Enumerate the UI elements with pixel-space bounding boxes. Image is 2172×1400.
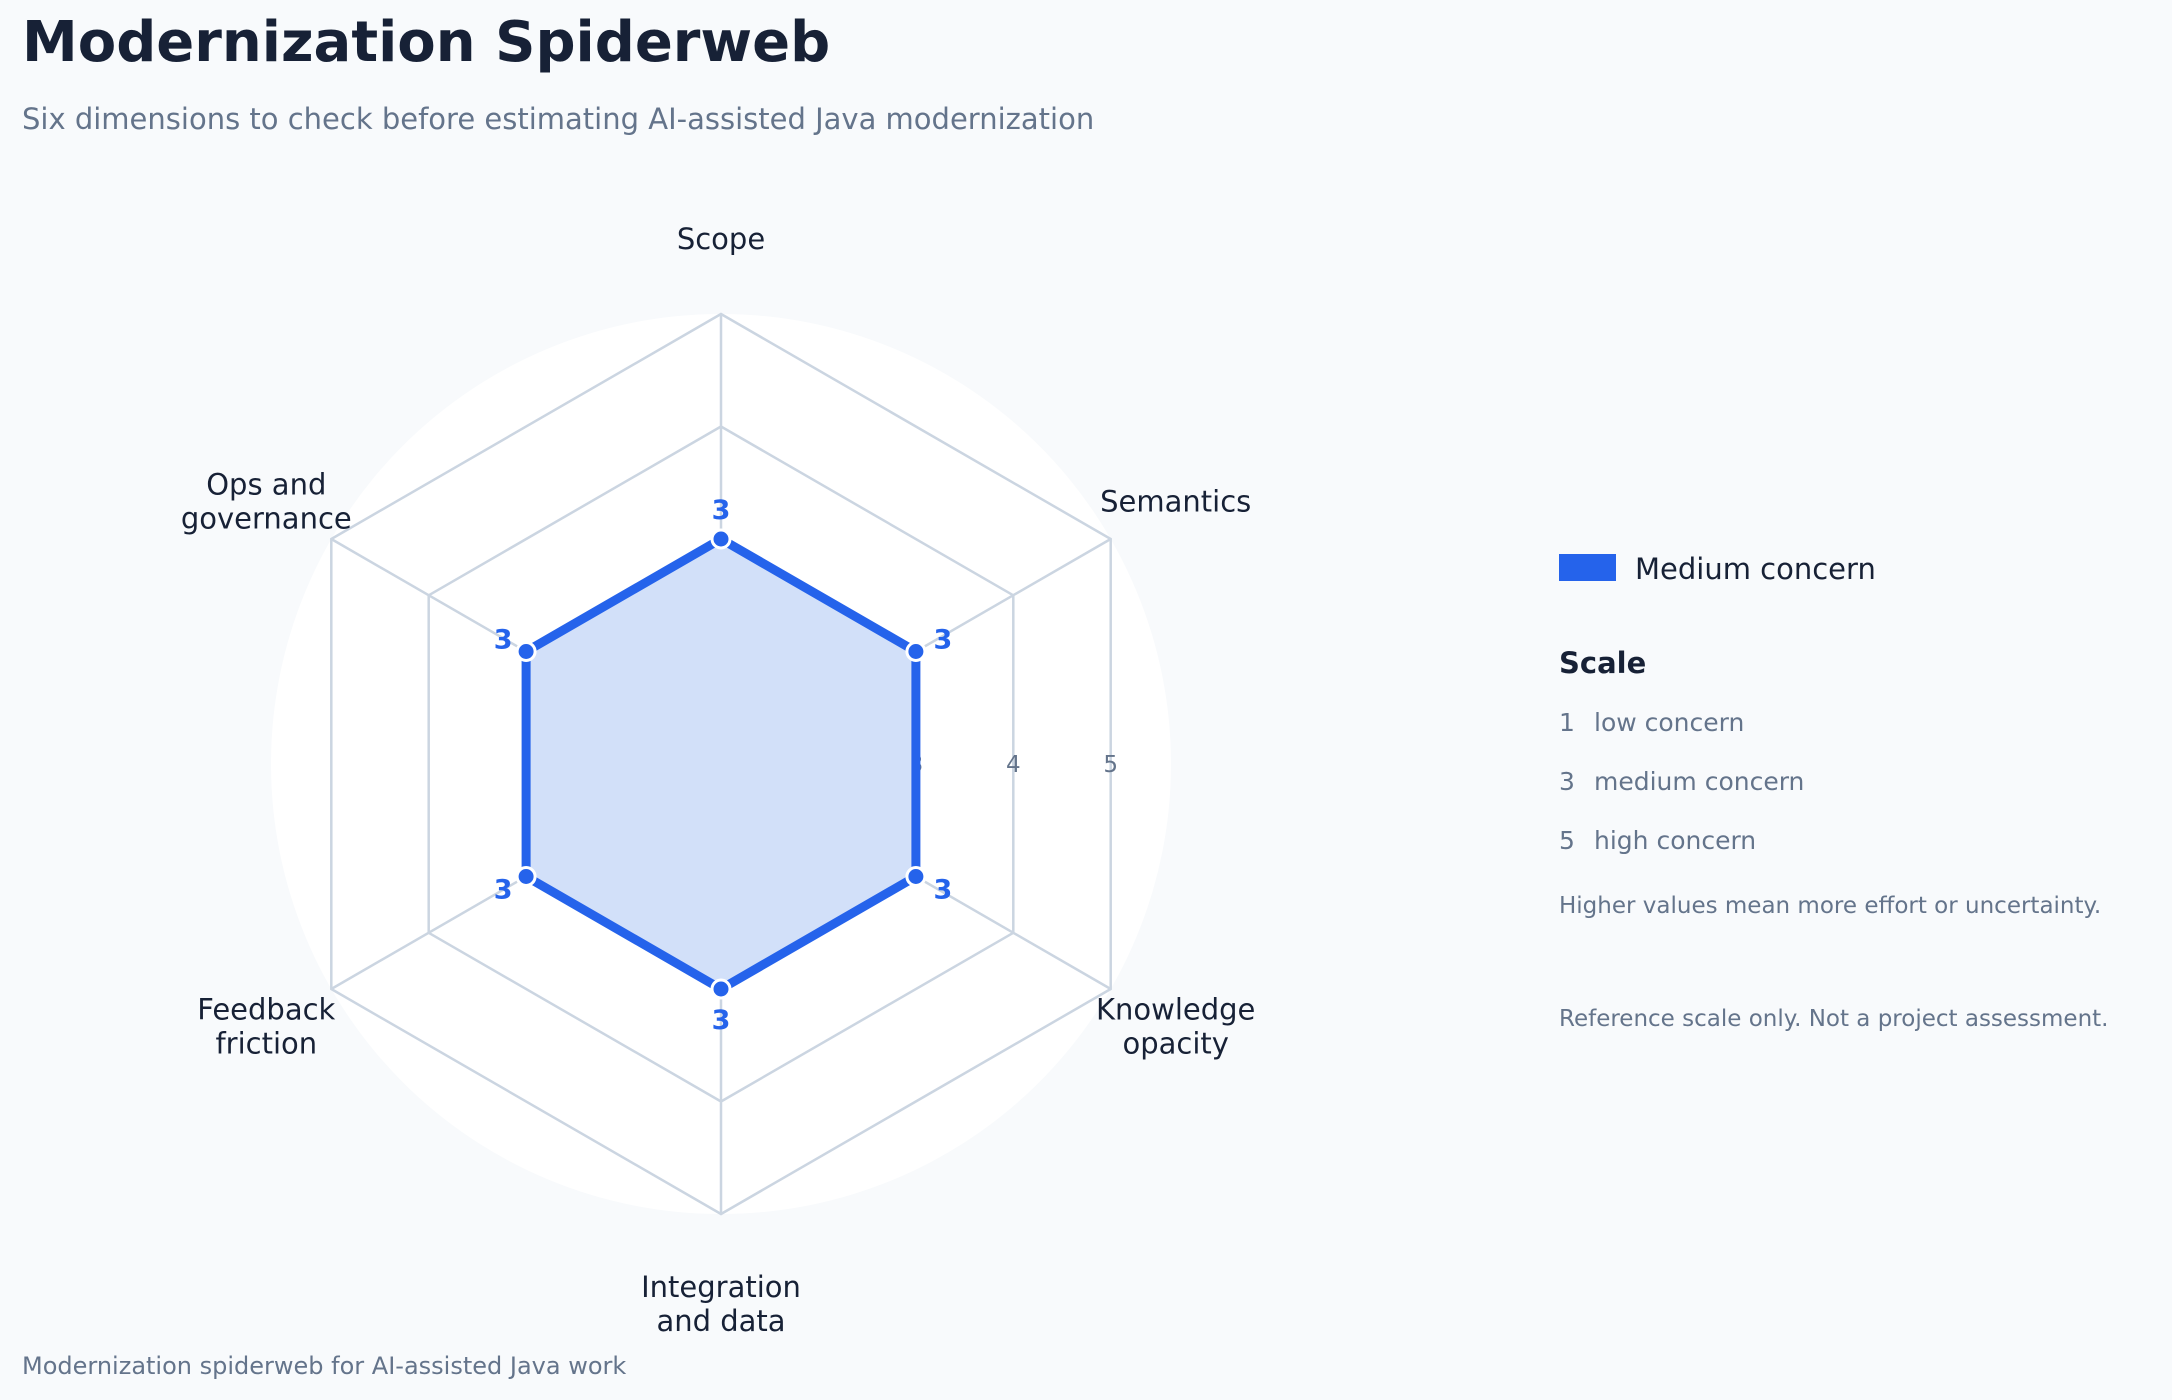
radar-axis-label: Integration and data — [641, 1270, 801, 1338]
radar-value-label: 3 — [712, 1005, 731, 1036]
radar-data-point — [515, 866, 537, 887]
radar-ring-tick-label: 5 — [1103, 752, 1118, 778]
radar-axis-label-line: Semantics — [1100, 485, 1251, 519]
radar-data-point — [515, 641, 537, 662]
radar-axis-label-line: Ops and — [206, 468, 326, 502]
radar-axis-label-line: Integration — [641, 1270, 801, 1304]
scale-item-high: 5 high concern — [1559, 826, 1756, 855]
scale-title: Scale — [1559, 646, 1647, 680]
scale-item-label: low concern — [1594, 708, 1745, 737]
legend-series-label: Medium concern — [1635, 552, 1876, 586]
page-subtitle: Six dimensions to check before estimatin… — [22, 102, 1095, 136]
scale-item-low: 1 low concern — [1559, 708, 1744, 737]
radar-axis-label-line: and data — [656, 1304, 785, 1338]
page-title: Modernization Spiderweb — [22, 10, 831, 75]
scale-item-value: 3 — [1559, 767, 1575, 796]
footer-caption: Modernization spiderweb for AI-assisted … — [22, 1352, 627, 1380]
radar-data-point — [710, 528, 732, 550]
radar-axis-label: Semantics — [1100, 485, 1251, 519]
radar-axis-label: Knowledge opacity — [1096, 993, 1255, 1061]
legend-swatch — [1559, 554, 1616, 581]
radar-value-label: 3 — [934, 875, 953, 906]
radar-axis-label-line: opacity — [1122, 1027, 1228, 1061]
radar-value-label: 3 — [934, 625, 953, 656]
radar-axis-label-line: Feedback — [197, 993, 335, 1027]
radar-ring-tick-label: 4 — [1006, 752, 1021, 778]
scale-item-medium: 3 medium concern — [1559, 767, 1804, 796]
scale-item-value: 5 — [1559, 826, 1575, 855]
radar-value-label: 3 — [494, 875, 513, 906]
radar-value-label: 3 — [494, 625, 513, 656]
radar-axis-label: Scope — [677, 222, 765, 256]
radar-axis-label-line: Scope — [677, 222, 765, 256]
radar-axis-label-line: Knowledge — [1096, 993, 1255, 1027]
radar-value-label: 3 — [712, 495, 731, 526]
radar-chart: 345333333ScopeSemanticsKnowledgeopacityI… — [181, 222, 1256, 1338]
radar-data-point — [710, 978, 732, 1000]
radar-axis-label-line: governance — [181, 502, 352, 536]
radar-data-point — [905, 641, 927, 662]
scale-item-label: high concern — [1594, 826, 1757, 855]
scale-item-value: 1 — [1559, 708, 1575, 737]
radar-axis-label-line: friction — [215, 1027, 317, 1061]
radar-axis-label: Ops and governance — [181, 468, 352, 536]
radar-axis-label: Feedback friction — [197, 993, 335, 1061]
scale-item-label: medium concern — [1594, 767, 1805, 796]
scale-note: Higher values mean more effort or uncert… — [1559, 893, 2102, 919]
disclaimer: Reference scale only. Not a project asse… — [1559, 1006, 2109, 1032]
radar-data-point — [905, 866, 927, 887]
